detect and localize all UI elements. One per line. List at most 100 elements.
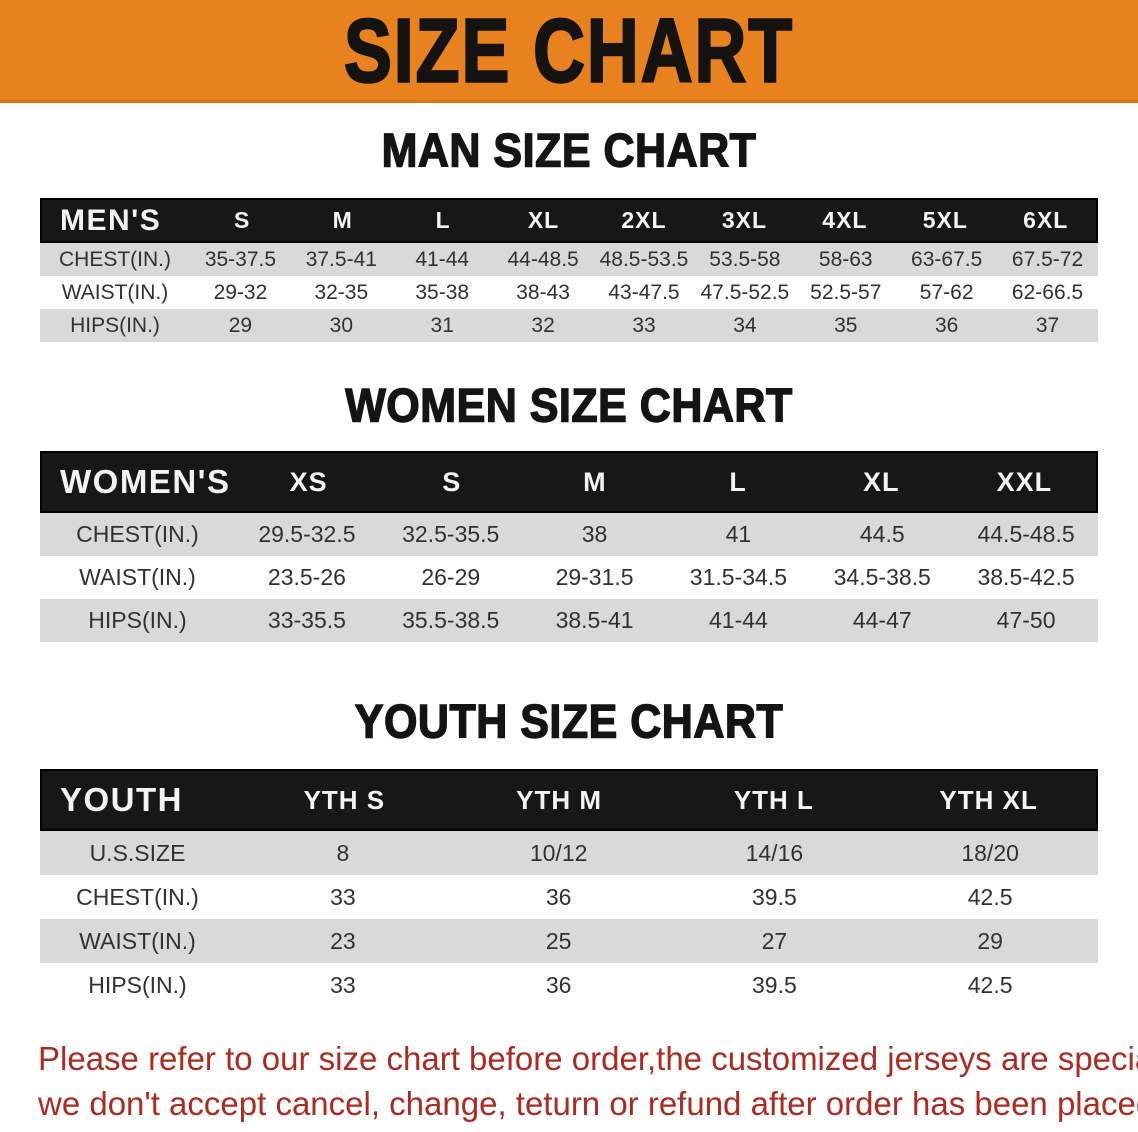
size-cell: 29-31.5 bbox=[555, 564, 634, 590]
size-cell: 34 bbox=[733, 313, 757, 337]
size-cell: 37.5-41 bbox=[305, 247, 377, 271]
table-header-row: WOMEN'S XS S M L XL XXL bbox=[40, 451, 1098, 513]
youth-section: YOUTH SIZE CHART YOUTH YTH S YTH M YTH L YTH… bbox=[0, 695, 1138, 1007]
size-cell: 27 bbox=[761, 927, 788, 954]
size-chart-banner: SIZE CHART bbox=[0, 0, 1138, 103]
size-cell: 29-32 bbox=[213, 280, 268, 304]
size-cell: 47-50 bbox=[996, 607, 1056, 633]
column-header: 2XL bbox=[621, 207, 667, 233]
men-size-table: MEN'S S M L XL 2XL 3XL 4XL 5XL 6XL CHEST(IN.) 35-37… bbox=[40, 198, 1098, 342]
size-cell: 14/16 bbox=[745, 839, 804, 866]
size-cell: 44-48.5 bbox=[507, 247, 579, 271]
size-cell: 38.5-42.5 bbox=[977, 564, 1075, 590]
size-cell: 23.5-26 bbox=[267, 564, 346, 590]
column-header: M bbox=[332, 207, 353, 233]
size-cell: 38.5-41 bbox=[555, 607, 634, 633]
size-cell: 37 bbox=[1035, 313, 1060, 337]
size-cell: 18/20 bbox=[961, 839, 1019, 866]
size-cell: 36 bbox=[545, 883, 572, 910]
size-cell: 58-63 bbox=[818, 247, 873, 271]
youth-heading-wrap: YOUTH SIZE CHART bbox=[0, 695, 1138, 749]
size-cell: 33 bbox=[330, 971, 356, 998]
size-cell: 34.5-38.5 bbox=[833, 564, 931, 590]
size-cell: 35-37.5 bbox=[204, 247, 277, 271]
row-label: WAIST(IN.) bbox=[61, 280, 169, 304]
size-cell: 52.5-57 bbox=[810, 280, 882, 304]
table-row: HIPS(IN.) 33-35.5 35.5-38.5 38.5-41 41-44 44-… bbox=[40, 599, 1098, 642]
row-label: HIPS(IN.) bbox=[88, 607, 187, 633]
column-header: YTH XL bbox=[939, 784, 1038, 815]
youth-size-table: YOUTH YTH S YTH M YTH L YTH XL U.S.SIZE 8 10/12… bbox=[40, 769, 1098, 1007]
size-cell: 35-38 bbox=[415, 280, 470, 304]
size-cell: 62-66.5 bbox=[1011, 280, 1084, 304]
size-cell: 42.5 bbox=[967, 971, 1013, 998]
column-header: 5XL bbox=[922, 207, 968, 233]
size-cell: 31.5-34.5 bbox=[689, 564, 787, 590]
size-cell: 44.5-48.5 bbox=[977, 521, 1075, 547]
size-cell: 57-62 bbox=[919, 280, 974, 304]
size-cell: 35.5-38.5 bbox=[402, 607, 500, 633]
disclaimer-line-2: we don't accept cancel, change, teturn o… bbox=[38, 1084, 1138, 1122]
table-header-label: WOMEN'S bbox=[60, 463, 231, 500]
size-cell: 53.5-58 bbox=[709, 247, 781, 271]
column-header: YTH L bbox=[733, 784, 814, 815]
table-header-label: YOUTH bbox=[60, 781, 183, 818]
column-header: XXL bbox=[996, 466, 1053, 497]
size-cell: 42.5 bbox=[967, 883, 1013, 910]
women-section-heading: WOMEN SIZE CHART bbox=[345, 379, 793, 433]
size-cell: 41-44 bbox=[415, 247, 470, 271]
table-row: HIPS(IN.) 29 30 31 32 33 34 35 36 37 bbox=[40, 309, 1098, 342]
size-cell: 30 bbox=[329, 313, 353, 337]
size-cell: 23 bbox=[330, 927, 356, 954]
size-cell: 36 bbox=[934, 313, 959, 337]
column-header: YTH S bbox=[303, 784, 386, 815]
women-size-table: WOMEN'S XS S M L XL XXL CHEST(IN.) 29.5-32.5 32.5… bbox=[40, 451, 1098, 642]
row-label: U.S.SIZE bbox=[89, 839, 186, 866]
men-section: MAN SIZE CHART MEN'S S M L XL 2XL 3XL 4XL 5XL 6XL… bbox=[0, 124, 1138, 342]
table-header-label: MEN'S bbox=[60, 203, 162, 237]
table-header-row: YOUTH YTH S YTH M YTH L YTH XL bbox=[40, 769, 1098, 831]
size-cell: 33 bbox=[330, 883, 356, 910]
size-cell: 29.5-32.5 bbox=[258, 521, 356, 547]
size-cell: 8 bbox=[336, 839, 350, 866]
column-header: 4XL bbox=[822, 207, 868, 233]
size-cell: 32 bbox=[531, 313, 555, 337]
size-cell: 10/12 bbox=[529, 839, 588, 866]
column-header: S bbox=[234, 207, 251, 233]
table-row: WAIST(IN.) 23.5-26 26-29 29-31.5 31.5-34.5 34… bbox=[40, 556, 1098, 599]
row-label: CHEST(IN.) bbox=[76, 883, 199, 910]
row-label: CHEST(IN.) bbox=[59, 247, 171, 271]
women-section: WOMEN SIZE CHART WOMEN'S XS S M L XL XXL CHEST(… bbox=[0, 379, 1138, 642]
youth-section-heading: YOUTH SIZE CHART bbox=[354, 695, 784, 749]
size-chart-title: SIZE CHART bbox=[343, 0, 795, 102]
size-cell: 44-47 bbox=[852, 607, 912, 633]
row-label: HIPS(IN.) bbox=[70, 313, 160, 337]
column-header: YTH M bbox=[516, 784, 603, 815]
column-header: M bbox=[583, 466, 607, 497]
size-cell: 41-44 bbox=[708, 607, 768, 633]
size-cell: 31 bbox=[430, 313, 454, 337]
size-cell: 36 bbox=[545, 971, 572, 998]
row-label: CHEST(IN.) bbox=[76, 521, 199, 547]
order-disclaimer: Please refer to our size chart before or… bbox=[38, 1037, 1138, 1126]
disclaimer-line-1: Please refer to our size chart before or… bbox=[38, 1040, 1138, 1077]
column-header: XS bbox=[289, 466, 328, 497]
size-cell: 33 bbox=[632, 313, 656, 337]
size-cell: 67.5-72 bbox=[1011, 247, 1084, 271]
column-header: L bbox=[729, 466, 747, 497]
size-cell: 26-29 bbox=[421, 564, 481, 590]
size-cell: 32-35 bbox=[314, 280, 369, 304]
column-header: XL bbox=[862, 466, 900, 497]
row-label: HIPS(IN.) bbox=[88, 971, 187, 998]
size-cell: 32.5-35.5 bbox=[402, 521, 500, 547]
size-cell: 48.5-53.5 bbox=[599, 247, 689, 271]
table-row: CHEST(IN.) 35-37.5 37.5-41 41-44 44-48.5 48.5… bbox=[40, 243, 1098, 276]
table-row: CHEST(IN.) 29.5-32.5 32.5-35.5 38 41 44.5 44.5… bbox=[40, 513, 1098, 556]
row-label: WAIST(IN.) bbox=[79, 927, 196, 954]
size-cell: 35 bbox=[834, 313, 858, 337]
table-row: HIPS(IN.) 33 36 39.5 42.5 bbox=[40, 963, 1098, 1007]
table-row: CHEST(IN.) 33 36 39.5 42.5 bbox=[40, 875, 1098, 919]
table-header-row: MEN'S S M L XL 2XL 3XL 4XL 5XL 6XL bbox=[40, 198, 1098, 243]
row-label: WAIST(IN.) bbox=[79, 564, 196, 590]
size-cell: 29 bbox=[228, 313, 253, 337]
